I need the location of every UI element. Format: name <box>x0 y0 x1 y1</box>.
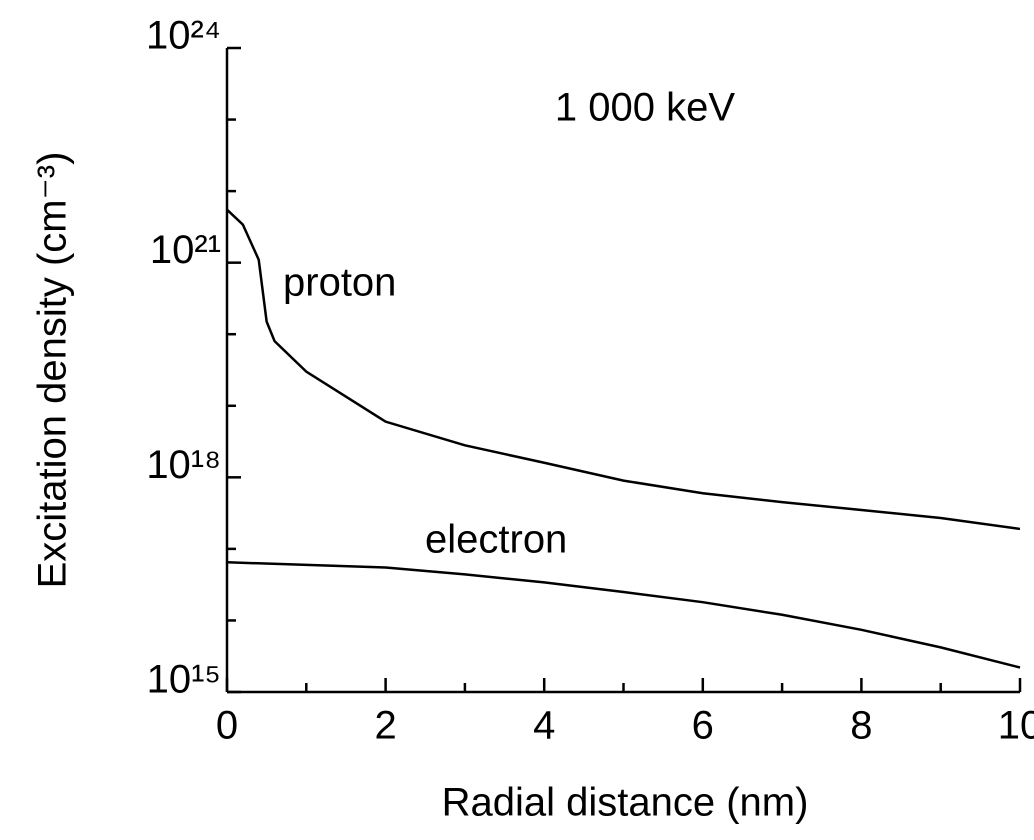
y-tick-label: 10¹⁸ <box>146 443 221 487</box>
series-label: electron <box>425 518 567 562</box>
annotation: 1 000 keV <box>555 86 735 130</box>
series-line <box>226 561 1021 669</box>
series-line <box>226 208 1021 531</box>
x-tick-label: 8 <box>850 704 872 748</box>
series-label: proton <box>283 261 396 305</box>
y-axis-label: Excitation density (cm⁻³) <box>31 152 75 589</box>
y-tick-label: 10²⁴ <box>146 14 221 58</box>
x-tick-label: 2 <box>374 704 396 748</box>
x-tick-label: 4 <box>533 704 555 748</box>
y-tick-label: 10¹⁵ <box>147 658 221 702</box>
y-tick-label: 10²¹ <box>150 228 221 272</box>
x-axis-label: Radial distance (nm) <box>442 781 809 825</box>
x-tick-label: 10 <box>998 704 1034 748</box>
x-tick-label: 0 <box>216 704 238 748</box>
x-tick-label: 6 <box>692 704 714 748</box>
